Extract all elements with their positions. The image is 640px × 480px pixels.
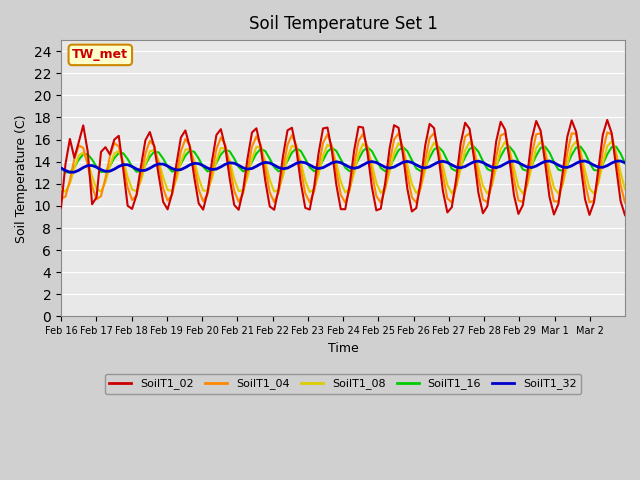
Title: Soil Temperature Set 1: Soil Temperature Set 1 [248, 15, 438, 33]
Y-axis label: Soil Temperature (C): Soil Temperature (C) [15, 114, 28, 242]
Text: TW_met: TW_met [72, 48, 128, 61]
Legend: SoilT1_02, SoilT1_04, SoilT1_08, SoilT1_16, SoilT1_32: SoilT1_02, SoilT1_04, SoilT1_08, SoilT1_… [104, 374, 582, 394]
X-axis label: Time: Time [328, 342, 358, 355]
